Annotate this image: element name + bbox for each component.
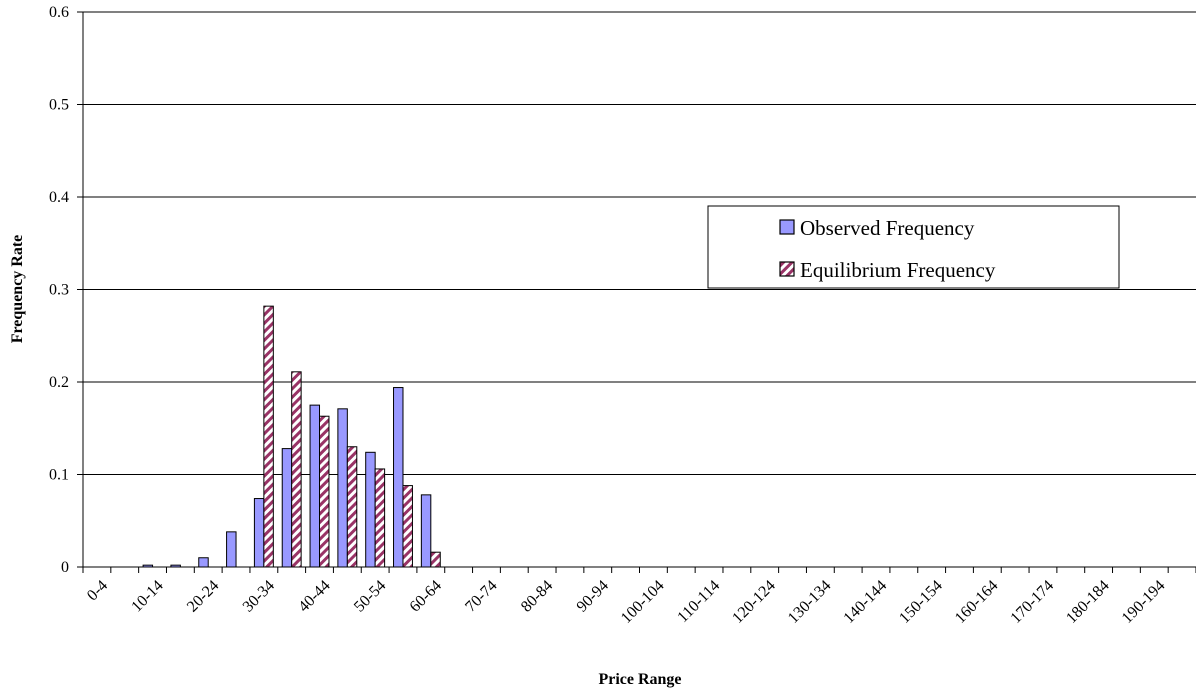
x-tick-label: 40-44 <box>295 577 333 615</box>
bar-observed <box>420 494 432 568</box>
legend-box <box>707 205 1120 289</box>
x-tick-label: 180-184 <box>1063 577 1113 627</box>
x-tick-label: 10-14 <box>128 577 166 615</box>
x-tick-label: 50-54 <box>351 577 389 615</box>
bars <box>142 305 441 568</box>
legend-swatch-equilibrium <box>779 261 795 277</box>
x-tick-label: 30-34 <box>240 577 278 615</box>
x-tick-label: 150-154 <box>896 577 946 627</box>
x-axis-title: Price Range <box>598 671 681 688</box>
y-tick-label: 0.6 <box>49 4 69 21</box>
legend-label-observed: Observed Frequency <box>800 216 975 240</box>
bar-observed <box>281 448 293 568</box>
bar-equilibrium <box>319 415 330 568</box>
bar-equilibrium <box>374 468 386 568</box>
x-tick-label: 20-24 <box>184 577 222 615</box>
x-tick-label: 110-114 <box>674 577 723 626</box>
x-tick-label: 80-84 <box>518 577 556 615</box>
x-tick-label: 170-174 <box>1007 577 1057 627</box>
x-axis: 0-4 10-14 20-24 30-34 40-44 50-54 60-64 70-74 80… <box>82 566 1196 627</box>
bar-observed <box>365 451 376 568</box>
legend-label-equilibrium: Equilibrium Frequency <box>800 258 996 282</box>
x-tick-label: 130-134 <box>785 577 835 627</box>
legend: Observed Frequency Equilibrium Frequency <box>707 205 1120 289</box>
bar-observed <box>337 408 348 568</box>
x-tick-label: 190-194 <box>1119 577 1169 627</box>
bar-observed <box>198 557 209 568</box>
bar-observed <box>309 404 321 568</box>
bar-observed <box>393 387 404 568</box>
bar-equilibrium <box>291 371 302 568</box>
x-tick-label: 0-4 <box>84 577 111 604</box>
y-tick-label: 0.1 <box>49 467 69 484</box>
y-tick-label: 0.3 <box>49 282 69 299</box>
x-tick-label: 90-94 <box>574 577 612 615</box>
y-tick-label: 0.2 <box>49 374 69 391</box>
bar-observed <box>253 498 265 568</box>
bar-equilibrium <box>402 485 413 568</box>
y-tick-label: 0.4 <box>49 189 69 206</box>
x-tick-label: 160-164 <box>952 577 1002 627</box>
bar-equilibrium <box>263 305 274 568</box>
legend-swatch-observed <box>779 219 795 235</box>
bar-equilibrium <box>346 446 358 568</box>
x-tick-label: 120-124 <box>729 577 779 627</box>
y-tick-label: 0 <box>61 559 69 576</box>
x-tick-label: 60-64 <box>407 577 445 615</box>
x-tick-label: 70-74 <box>462 577 500 615</box>
x-tick-label: 100-104 <box>618 577 668 627</box>
y-tick-label: 0.5 <box>49 97 69 114</box>
bar-observed <box>226 531 237 568</box>
x-tick-label: 140-144 <box>840 577 890 627</box>
bar-equilibrium <box>430 551 441 568</box>
y-axis: 0 0.1 0.2 0.3 0.4 0.5 0.6 <box>49 4 84 576</box>
y-axis-title: Frequency Rate <box>9 235 26 344</box>
